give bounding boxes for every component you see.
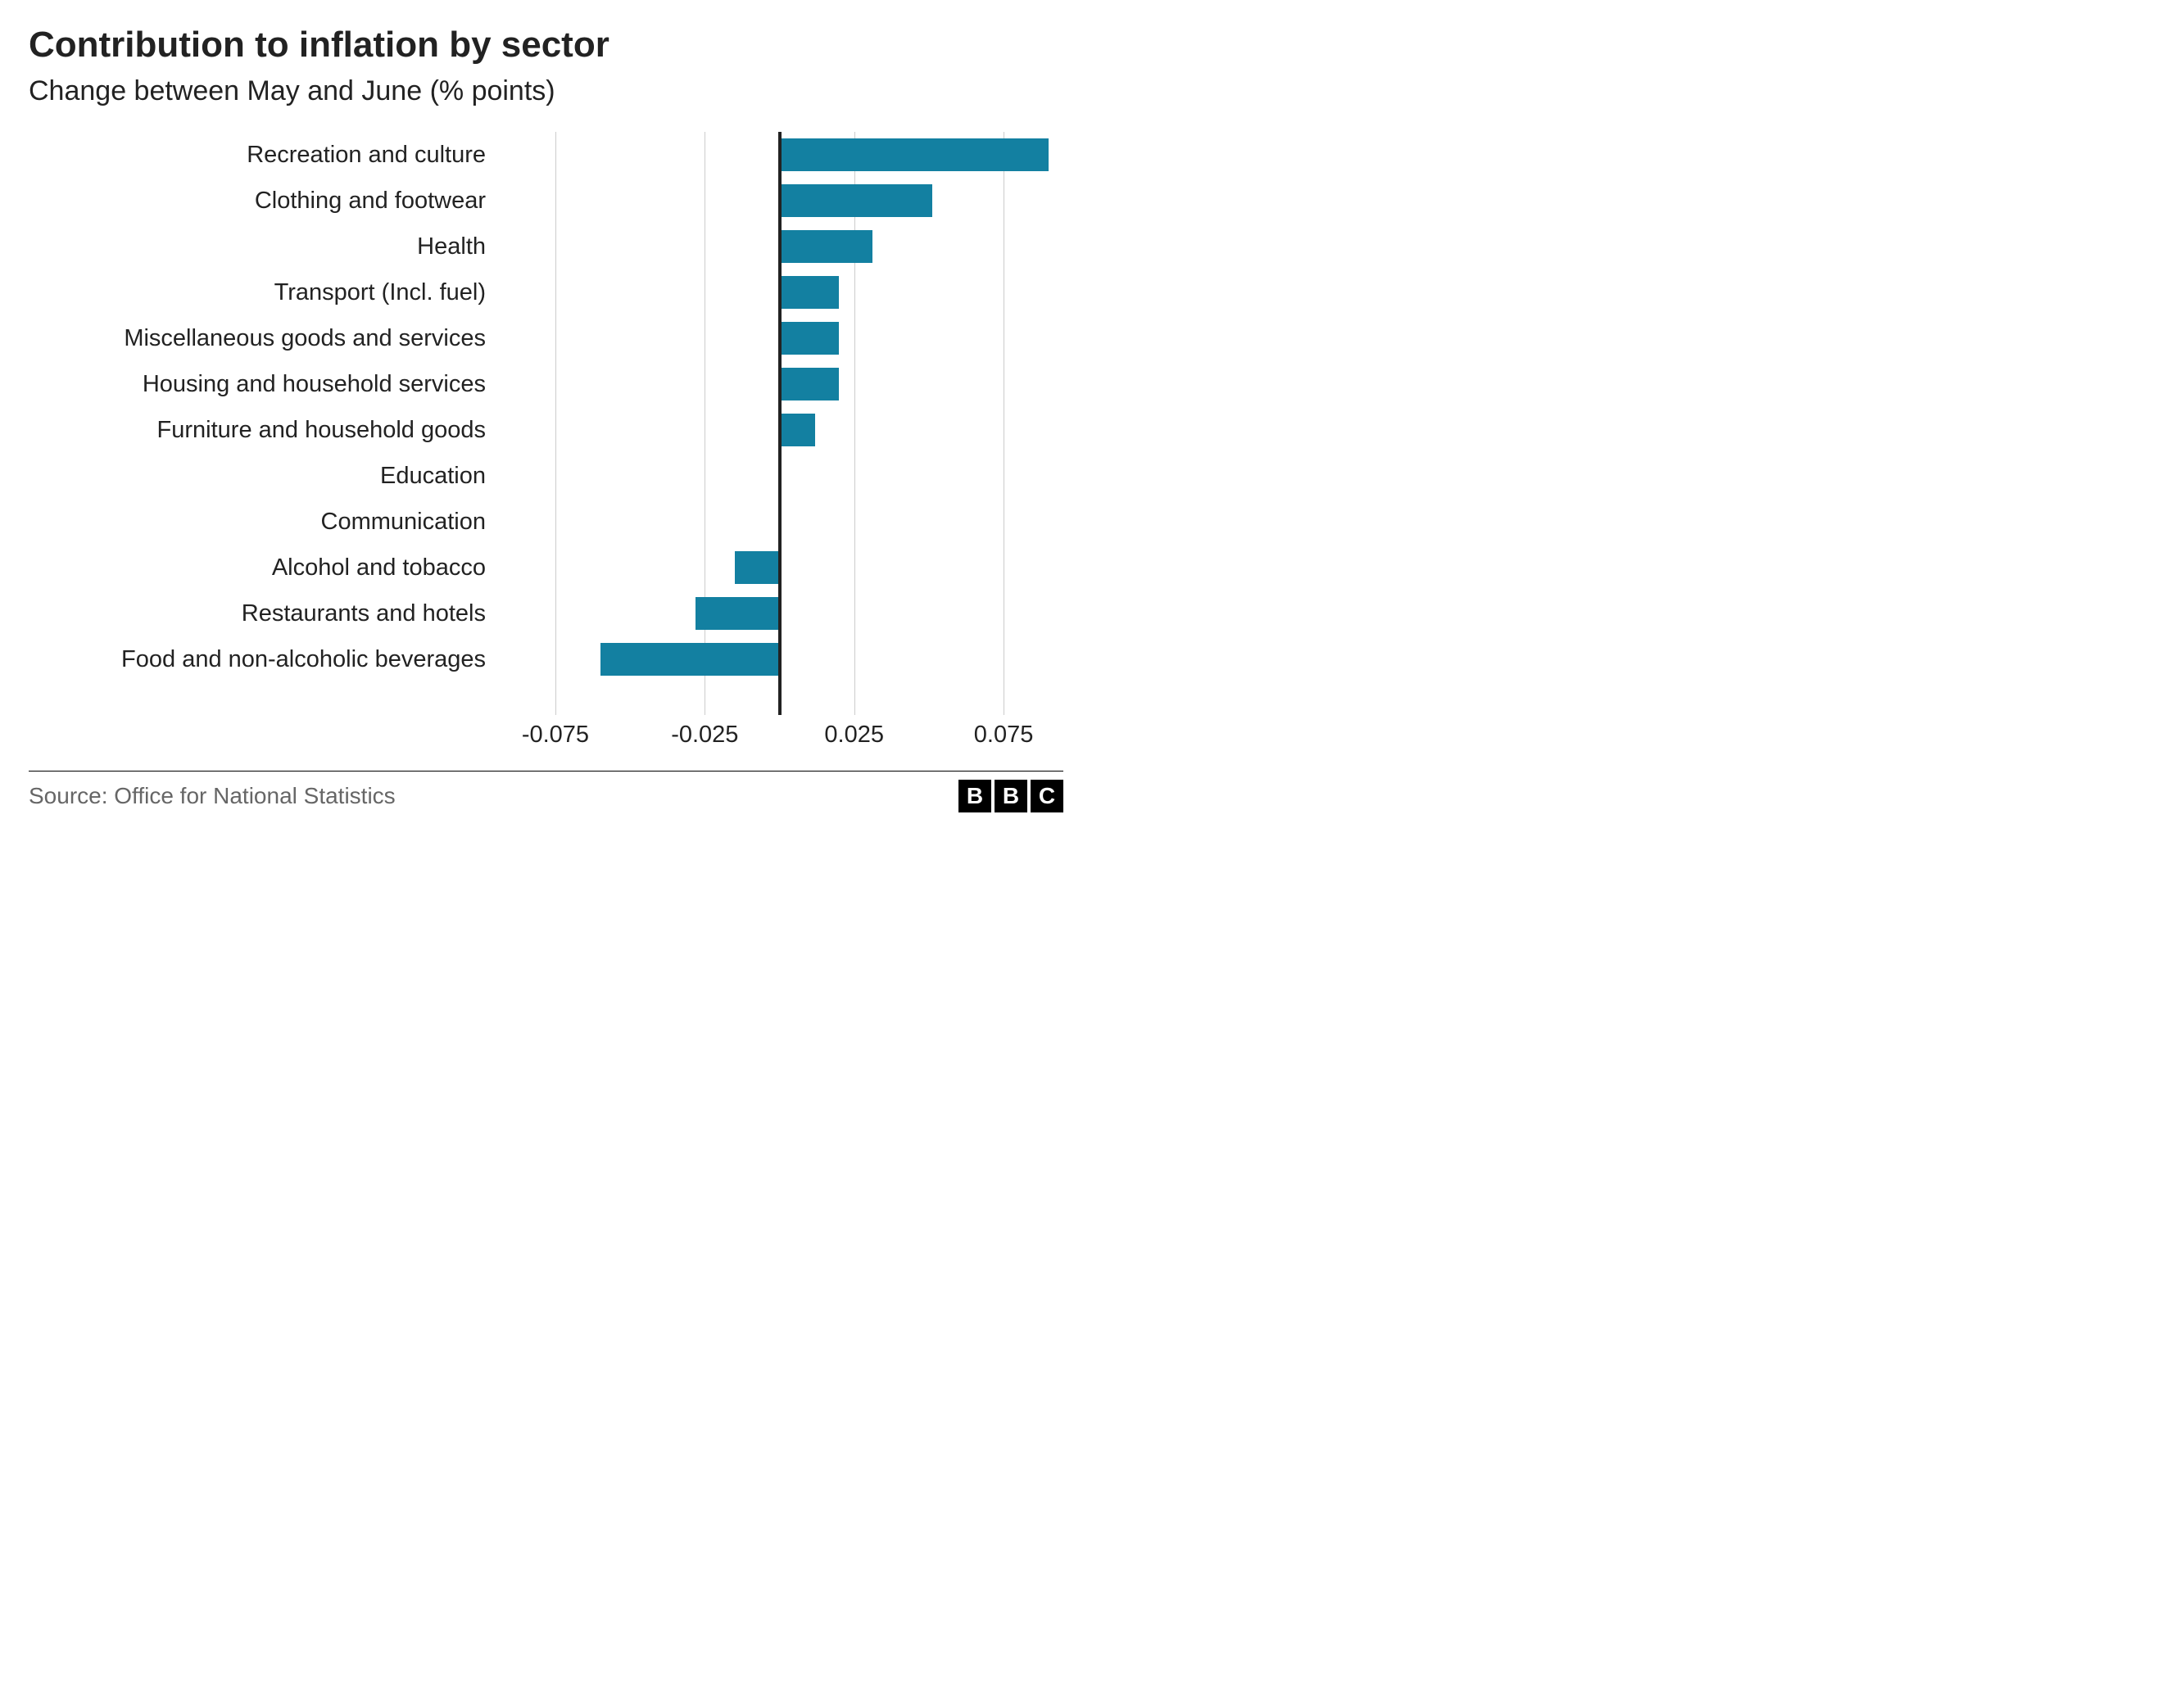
bar <box>696 597 779 630</box>
bar <box>600 643 780 676</box>
category-label: Housing and household services <box>143 371 486 398</box>
category-label: Food and non-alcoholic beverages <box>121 646 486 673</box>
chart-title: Contribution to inflation by sector <box>29 25 1063 66</box>
bars-column <box>496 132 1063 715</box>
x-axis-ticks: -0.075 -0.025 0.025 0.075 <box>496 715 1063 756</box>
category-label: Clothing and footwear <box>255 188 486 215</box>
bar <box>780 184 932 217</box>
bar <box>735 551 780 584</box>
chart-container: Contribution to inflation by sector Chan… <box>0 0 1092 829</box>
category-label: Education <box>380 463 486 490</box>
x-tick-label: -0.075 <box>522 722 589 749</box>
zero-line <box>778 132 782 715</box>
category-label: Furniture and household goods <box>157 417 486 444</box>
bbc-logo-letter: B <box>958 780 991 812</box>
category-label: Health <box>417 233 486 260</box>
category-label: Recreation and culture <box>247 142 486 169</box>
bbc-logo-letter: B <box>995 780 1027 812</box>
bar <box>780 138 1049 171</box>
x-tick-label: -0.025 <box>671 722 738 749</box>
category-label: Communication <box>321 509 486 536</box>
bbc-logo-letter: C <box>1031 780 1063 812</box>
bar <box>780 322 840 355</box>
gridline <box>555 132 556 715</box>
bar <box>780 230 872 263</box>
category-label: Miscellaneous goods and services <box>124 325 486 352</box>
category-label: Transport (Incl. fuel) <box>274 279 486 306</box>
gridline <box>854 132 855 715</box>
bar <box>780 414 816 446</box>
bar <box>780 276 840 309</box>
footer: Source: Office for National Statistics B… <box>29 780 1063 812</box>
category-label: Alcohol and tobacco <box>272 554 486 581</box>
footer-rule <box>29 771 1063 772</box>
x-tick-label: 0.075 <box>974 722 1034 749</box>
source-text: Source: Office for National Statistics <box>29 783 396 809</box>
chart-subtitle: Change between May and June (% points) <box>29 75 1063 107</box>
category-label: Restaurants and hotels <box>242 600 486 627</box>
bbc-logo: B B C <box>958 780 1063 812</box>
x-tick-label: 0.025 <box>824 722 884 749</box>
bar <box>780 368 840 400</box>
plot-area: Recreation and culture Clothing and footw… <box>29 132 1063 715</box>
category-labels-column: Recreation and culture Clothing and footw… <box>29 132 496 715</box>
